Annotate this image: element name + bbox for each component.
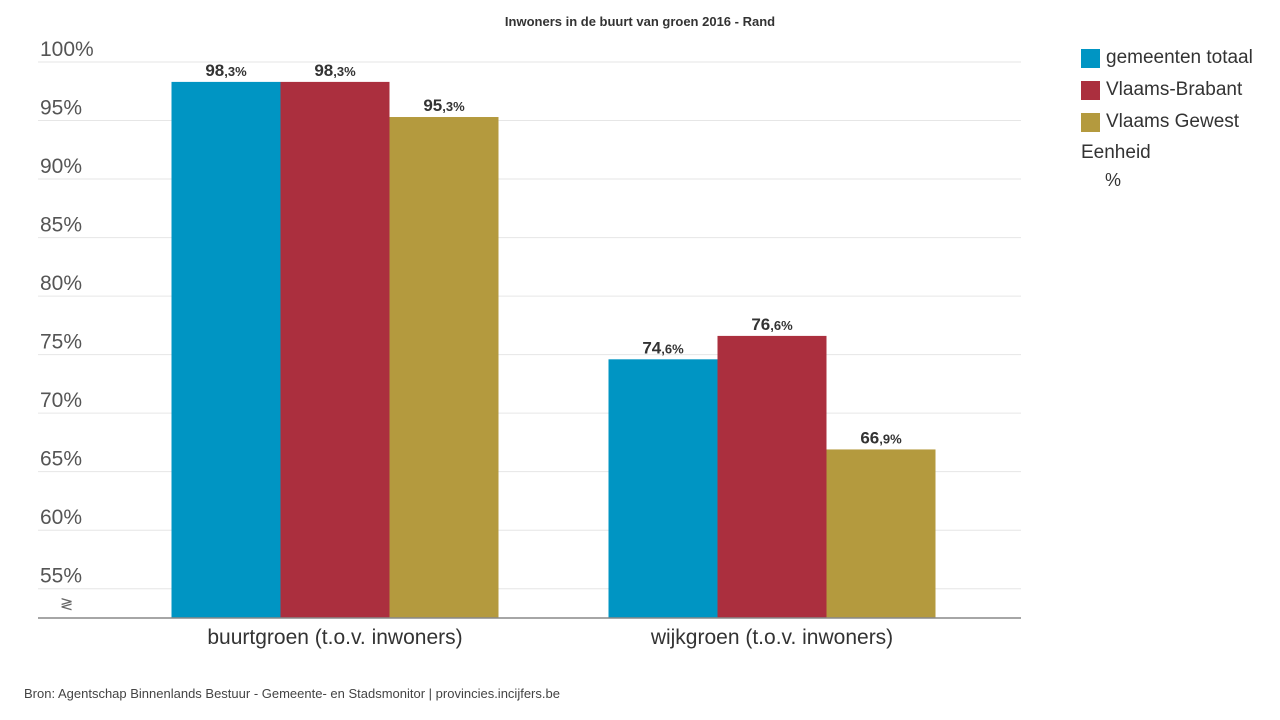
y-tick-label: 90% <box>40 155 82 178</box>
unit-title: Eenheid <box>1081 142 1151 163</box>
bar <box>608 359 718 618</box>
data-label: 76,6% <box>751 315 793 334</box>
y-tick-label: 75% <box>40 331 82 354</box>
legend: gemeenten totaal Vlaams-Brabant Vlaams G… <box>1081 42 1253 191</box>
legend-swatch <box>1081 112 1100 132</box>
legend-swatch <box>1081 48 1100 68</box>
axis-break-icon: ≷ <box>60 596 73 613</box>
y-tick-label: 100% <box>40 38 94 61</box>
data-label: 95,3% <box>423 96 465 115</box>
y-axis-ticks: 55% 60% 65% 70% 75% 80% 85% 90% 95% 100% <box>40 38 94 588</box>
x-category-label: wijkgroen (t.o.v. inwoners) <box>650 626 893 649</box>
x-category-label: buurtgroen (t.o.v. inwoners) <box>207 626 462 649</box>
bar <box>389 117 499 618</box>
legend-label: Vlaams Gewest <box>1106 111 1240 132</box>
bar <box>171 81 281 619</box>
y-tick-label: 95% <box>40 97 82 120</box>
legend-item-gemeenten-totaal[interactable]: gemeenten totaal <box>1081 42 1253 74</box>
legend-label: Vlaams-Brabant <box>1106 79 1243 100</box>
data-labels: 98,3% 98,3% 95,3% 74,6% 76,6% 66,9% <box>205 61 902 448</box>
unit-value: % <box>1105 170 1122 190</box>
bars <box>171 81 936 619</box>
y-tick-label: 85% <box>40 214 82 237</box>
data-label: 74,6% <box>642 338 684 357</box>
source-note: Bron: Agentschap Binnenlands Bestuur - G… <box>24 686 560 701</box>
legend-label: gemeenten totaal <box>1106 47 1253 68</box>
y-tick-label: 65% <box>40 448 82 471</box>
chart-title: Inwoners in de buurt van groen 2016 - Ra… <box>504 14 776 29</box>
data-label: 66,9% <box>860 428 902 447</box>
bar <box>717 335 827 618</box>
bar <box>826 449 936 618</box>
y-tick-label: 60% <box>40 506 82 529</box>
data-label: 98,3% <box>205 61 247 80</box>
y-tick-label: 80% <box>40 272 82 295</box>
legend-item-vlaams-brabant[interactable]: Vlaams-Brabant <box>1081 74 1253 106</box>
legend-item-vlaams-gewest[interactable]: Vlaams Gewest <box>1081 106 1253 138</box>
data-label: 98,3% <box>314 61 356 80</box>
bar <box>280 81 390 619</box>
y-tick-label: 70% <box>40 389 82 412</box>
legend-swatch <box>1081 80 1100 100</box>
y-tick-label: 55% <box>40 565 82 588</box>
x-axis-categories: buurtgroen (t.o.v. inwoners) wijkgroen (t… <box>207 626 893 649</box>
